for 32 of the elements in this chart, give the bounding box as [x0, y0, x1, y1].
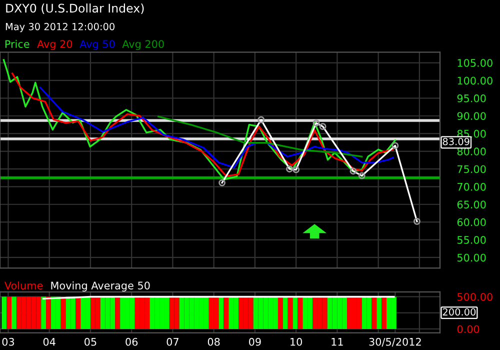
y-tick-label: 0.00	[457, 325, 480, 334]
x-tick-label: 09	[249, 338, 261, 346]
series-label: Moving Average 50	[51, 281, 150, 292]
x-tick-label: 07	[166, 338, 178, 346]
y-tick-label: 50.00	[457, 254, 486, 262]
y-tick-label: 65.00	[457, 200, 486, 208]
text: 200.00	[442, 308, 476, 316]
y-tick-label: 55.00	[457, 236, 486, 244]
y-tick-label: 75.00	[458, 165, 486, 174]
x-tick-label: 11	[332, 338, 343, 346]
x-tick-label: 06	[126, 338, 138, 346]
x-tick-label: 08	[208, 338, 220, 346]
series-label: Volume	[4, 281, 43, 290]
chart-subtitle: May 30 2012 12:00:00	[6, 22, 115, 32]
y-tick-label: 95.00	[457, 94, 486, 102]
y-tick-label: 105.00	[458, 58, 492, 67]
x-tick-label: 10	[290, 338, 302, 346]
x-tick-label: 30/5/2012	[369, 338, 421, 347]
y-tick-label: 100.00	[458, 76, 492, 85]
x-tick-label: 05	[84, 338, 96, 346]
y-tick-label: 90.00	[457, 112, 486, 120]
text: Avg 50	[80, 40, 115, 50]
text: Avg 20	[37, 40, 72, 50]
series-label: Price	[5, 40, 30, 48]
y-tick-label: 60.00	[457, 218, 486, 226]
y-tick-label: 500.00	[457, 292, 492, 301]
text: 83.09	[442, 138, 470, 146]
y-tick-label: 70.00	[458, 182, 486, 191]
text: Avg 200	[122, 40, 164, 50]
x-tick-label: 03	[2, 338, 14, 346]
chart-title: DXY0 (U.S.Dollar Index)	[6, 4, 144, 14]
x-tick-label: 04	[43, 338, 56, 346]
